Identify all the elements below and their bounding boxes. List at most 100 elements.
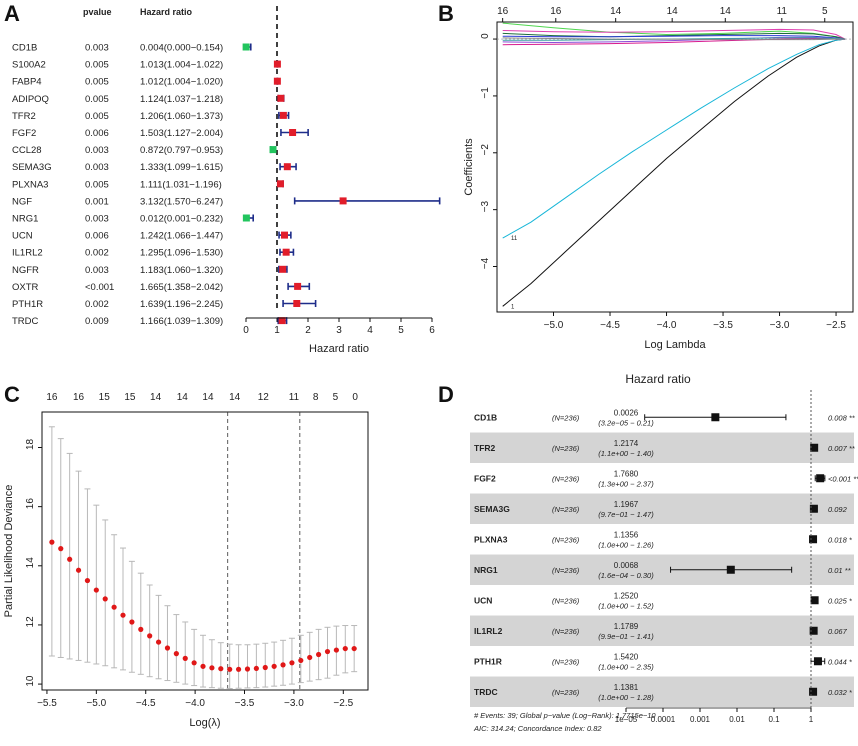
mean-point [316,651,322,658]
mean-point [147,633,153,639]
coef-line-blue [502,35,846,40]
mean-point [84,577,91,584]
y-tick-label: 14 [25,557,36,569]
hr-point [816,474,825,483]
x-tick-label: −2.5 [826,320,846,331]
gene-label: NRG1 [12,214,38,225]
hr-point [273,77,281,85]
x-tick-label: 1 [809,715,814,724]
x-tick-label: 5 [398,325,404,336]
ci-value: (9.7e−01 − 1.47) [598,510,654,519]
curve-label: 1 [511,304,515,310]
ci-value: (3.2e−05 − 0.21) [598,418,654,427]
pvalue-value: 0.009 [85,316,109,327]
ci-value: (1.6e−04 − 0.30) [598,571,654,580]
ci-value: (1.0e+00 − 2.35) [598,662,654,671]
hr-point [809,626,818,635]
x-tick-label: −5.0 [86,698,106,709]
y-axis-title: Coefficients [463,138,475,196]
x-tick-label: 1 [274,325,280,336]
y-axis-title: Partial Likelihood Deviance [3,485,15,618]
mean-point [129,619,135,625]
p-value: 0.008 ** [828,413,856,422]
hr-value: 1.7680 [614,469,639,478]
top-tick-label: 14 [720,6,732,17]
x-tick-label: 2 [305,325,311,336]
ci-value: (1.3e+00 − 2.37) [598,479,654,488]
hr-value: 1.012(1.004−1.020) [140,77,223,88]
mean-point [333,647,339,653]
gene-label: OXTR [12,282,39,293]
gene-label: NRG1 [474,565,498,575]
hr-value: 3.132(1.570−6.247) [140,196,223,207]
gene-label: TFR2 [474,443,496,453]
gene-label: PLXNA3 [12,179,48,190]
panel-d-title: Hazard ratio [625,372,691,386]
mean-point [218,666,224,672]
pvalue-header: pvalue [83,7,112,17]
x-tick-label: 0.0001 [651,715,676,724]
hr-value: 0.004(0.000−0.154) [140,43,223,54]
p-value: 0.01 ** [828,566,852,575]
hr-point [810,443,819,452]
ci-value: (1.1e+00 − 1.40) [598,449,654,458]
x-tick-label: −5.5 [37,698,57,709]
mean-point [351,645,357,652]
mean-point [271,663,277,669]
mean-point [67,556,73,562]
p-value: 0.007 ** [828,444,856,453]
mean-point [138,626,144,632]
top-tick-label: 15 [124,392,136,403]
hr-value: 0.872(0.797−0.953) [140,145,223,156]
n-label: (N=236) [552,566,580,575]
hr-point [269,146,277,154]
x-tick-label: −3.0 [284,698,304,709]
gene-label: CCL28 [12,145,42,156]
coef-line-pink [502,28,846,40]
mean-point [280,662,286,668]
hr-point [711,413,720,422]
hr-point [813,657,822,666]
gene-label: FABP4 [12,77,42,88]
row-band [470,676,854,707]
hr-point [242,43,250,51]
pvalue-value: 0.001 [85,196,109,207]
y-tick-label: 0 [480,33,491,39]
coef-line-black [502,38,846,307]
top-tick-label: 14 [667,6,679,17]
pvalue-value: 0.005 [85,60,109,71]
pvalue-value: 0.003 [85,265,109,276]
coef-line-grey [502,37,846,41]
n-label: (N=236) [552,627,580,636]
x-tick-label: 1e−05 [615,715,638,724]
hr-header: Hazard ratio [140,7,193,17]
pvalue-value: 0.002 [85,299,109,310]
hr-point [277,94,285,102]
y-tick-label: −4 [480,257,491,269]
x-tick-label: 0.1 [768,715,780,724]
y-tick-label: 16 [25,498,36,510]
hr-value: 1.295(1.096−1.530) [140,248,223,259]
x-tick-label: 0.01 [729,715,745,724]
hr-point [242,214,250,222]
gene-label: ADIPOQ [12,94,49,105]
panel-a-letter: A [4,1,20,26]
x-tick-label: −4.5 [136,698,156,709]
gene-label: TRDC [474,687,498,697]
row-band [470,432,854,463]
pvalue-value: 0.006 [85,231,109,242]
mean-point [235,666,242,672]
y-tick-label: 18 [25,438,36,450]
pvalue-value: 0.003 [85,43,109,54]
top-tick-label: 14 [610,6,622,17]
mean-point [49,539,55,545]
pvalue-value: 0.005 [85,179,109,190]
top-tick-label: 14 [229,392,241,403]
ci-value: (1.0e+00 − 1.26) [598,540,654,549]
pvalue-value: 0.005 [85,77,109,88]
y-tick-label: 10 [25,675,36,687]
hr-value: 1.1356 [614,530,639,539]
pvalue-value: 0.003 [85,214,109,225]
panel-d-letter: D [438,382,454,407]
x-tick-label: −3.5 [713,320,733,331]
